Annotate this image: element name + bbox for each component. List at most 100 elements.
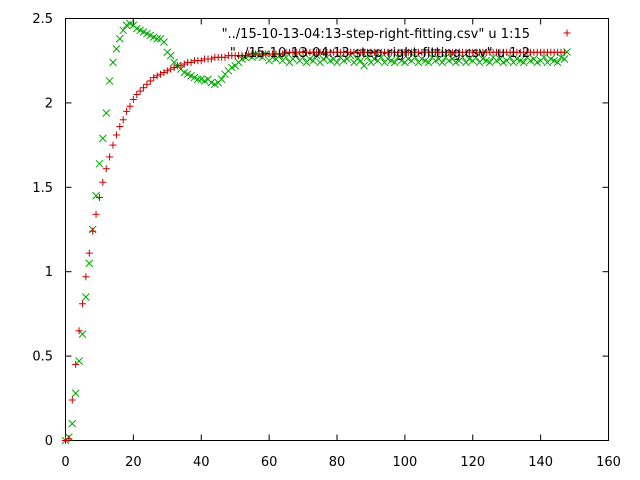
data-point <box>72 361 80 369</box>
data-point <box>112 131 120 139</box>
data-point <box>78 330 87 339</box>
data-point <box>506 53 514 62</box>
data-point <box>136 87 144 95</box>
legend: "../15-10-13-04:13-step-right-fitting.cs… <box>222 27 571 61</box>
data-point <box>85 249 93 257</box>
data-point <box>166 51 175 60</box>
data-point <box>194 75 202 84</box>
data-point <box>187 58 195 66</box>
x-tick-label: 140 <box>528 455 553 470</box>
data-point <box>363 53 372 62</box>
data-point <box>485 58 494 67</box>
data-point <box>438 58 447 67</box>
data-point <box>153 72 161 80</box>
data-point <box>95 193 103 201</box>
data-point <box>299 53 307 62</box>
data-point <box>177 62 185 70</box>
data-point <box>68 396 76 404</box>
data-point <box>390 58 399 67</box>
data-point <box>170 63 178 71</box>
y-tick-labels: 0 0.5 1 1.5 2 2.5 <box>32 12 53 449</box>
data-point <box>241 52 249 60</box>
y-tick-label: 1 <box>45 265 53 280</box>
data-point <box>102 109 111 117</box>
legend-label-series-1: "../15-10-13-04:13-step-right-fitting.cs… <box>222 27 530 42</box>
series-points <box>61 19 569 445</box>
data-point <box>180 60 188 68</box>
data-point <box>309 56 318 65</box>
data-point <box>197 57 205 65</box>
data-point <box>150 74 158 82</box>
data-point <box>89 227 97 235</box>
x-tick-label: 100 <box>392 455 417 470</box>
data-point <box>133 90 141 98</box>
data-point <box>71 389 80 398</box>
data-point <box>109 58 117 67</box>
legend-label-series-2: "../15-10-13-04:13-step-right-fitting.cs… <box>230 46 530 61</box>
data-point <box>75 357 83 366</box>
data-point <box>92 191 100 200</box>
data-point <box>157 70 165 78</box>
data-point <box>85 259 94 268</box>
x-tick-label: 160 <box>596 455 621 470</box>
data-point <box>472 53 480 62</box>
data-point <box>279 50 287 58</box>
x-tick-label: 80 <box>329 455 346 470</box>
x-tick-label: 120 <box>460 455 485 470</box>
data-point <box>75 327 83 335</box>
data-point <box>119 26 128 35</box>
data-point <box>160 38 168 46</box>
x-tick-label: 20 <box>125 455 142 470</box>
axis-ticks <box>65 18 609 441</box>
data-point <box>112 45 121 53</box>
data-point <box>143 80 151 88</box>
data-point <box>217 75 226 84</box>
data-point <box>109 141 117 149</box>
data-point <box>519 58 528 67</box>
data-point <box>167 65 175 73</box>
x-tick-labels: 0 20 40 60 80 100 120 140 160 <box>61 455 621 470</box>
data-point <box>99 178 107 186</box>
x-tick-label: 60 <box>261 455 278 470</box>
data-point <box>82 273 90 281</box>
data-point <box>153 34 161 43</box>
data-point <box>98 134 107 143</box>
data-point <box>360 61 369 70</box>
data-point <box>105 77 114 85</box>
series-2-points <box>61 19 569 445</box>
data-point <box>116 123 124 131</box>
y-tick-label: 2.5 <box>32 12 53 27</box>
data-point <box>377 53 385 62</box>
y-tick-label: 1.5 <box>32 181 53 196</box>
x-tick-label: 40 <box>193 455 210 470</box>
data-point <box>65 435 73 443</box>
data-point <box>68 419 77 428</box>
data-point <box>560 55 569 63</box>
data-point <box>207 55 215 63</box>
series-1-points <box>62 48 568 444</box>
data-point <box>411 53 419 62</box>
data-point <box>106 153 114 161</box>
data-point <box>282 53 290 62</box>
y-tick-label: 0.5 <box>32 350 53 365</box>
x-tick-label: 0 <box>61 455 69 470</box>
y-tick-label: 0 <box>45 434 53 449</box>
legend-marker-series-2 <box>563 48 571 56</box>
data-point <box>221 53 229 61</box>
data-point <box>115 34 124 43</box>
data-point <box>129 96 137 104</box>
data-point <box>424 58 433 67</box>
data-point <box>553 58 562 67</box>
legend-marker-glyph <box>563 48 571 56</box>
data-point <box>540 53 548 62</box>
data-point <box>78 300 86 308</box>
data-point <box>82 293 90 301</box>
data-point <box>146 77 154 85</box>
legend-marker-series-1 <box>563 29 571 37</box>
data-point <box>333 58 341 67</box>
data-point <box>119 116 127 124</box>
data-point <box>458 53 467 62</box>
data-point <box>126 102 134 110</box>
data-point <box>62 437 69 444</box>
